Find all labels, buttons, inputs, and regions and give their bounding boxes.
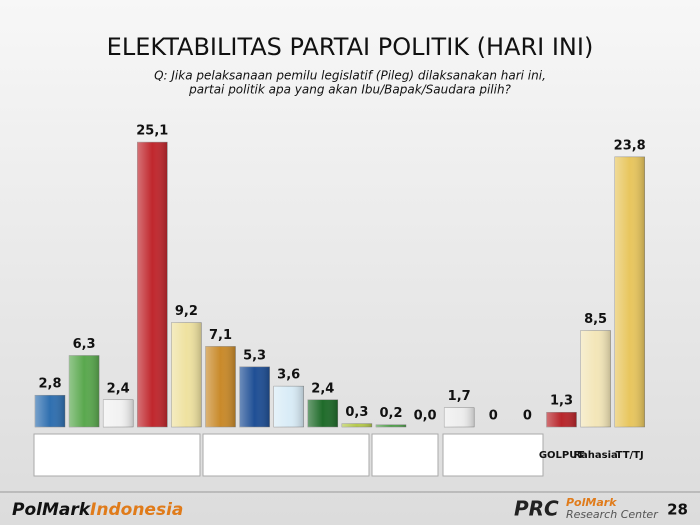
value-label: 7,1	[209, 328, 232, 343]
value-label: 2,4	[311, 381, 334, 396]
value-label: 1,3	[550, 394, 573, 409]
logo-strip	[33, 433, 544, 477]
bar-shade	[341, 423, 372, 427]
brand: PolMarkIndonesia	[12, 500, 183, 520]
value-label: 6,3	[73, 337, 96, 352]
value-label: 23,8	[614, 138, 646, 153]
bar-shade	[69, 355, 100, 427]
value-label: 9,2	[175, 304, 198, 319]
value-label: 25,1	[136, 124, 168, 139]
value-label: 0	[523, 409, 532, 424]
x-tick-label: GOLPUT	[539, 450, 585, 461]
prc-line1: PolMark	[566, 496, 617, 509]
bar-shade	[35, 395, 65, 427]
value-label: 2,4	[107, 381, 130, 396]
x-tick-label: TT/TJ	[616, 450, 644, 461]
value-label: 0	[489, 409, 498, 424]
value-label: 2,8	[38, 377, 61, 392]
value-label: 0,2	[379, 406, 402, 421]
chart-title: ELEKTABILITAS PARTAI POLITIK (HARI INI)	[107, 33, 594, 61]
brand-left: PolMark	[12, 500, 92, 520]
prc-line2: Research Center	[566, 508, 659, 521]
bar-shade	[205, 346, 236, 427]
value-label: 0,0	[414, 409, 437, 424]
bar-shade	[444, 407, 475, 427]
brand-right: Indonesia	[90, 500, 183, 520]
subtitle: Q: Jika pelaksanaan pemilu legislatif (P…	[154, 69, 546, 83]
bar-shade	[546, 412, 577, 427]
bar-shade	[307, 399, 338, 427]
bar-shade	[376, 424, 406, 427]
value-label: 5,3	[243, 348, 266, 363]
bar-shade	[171, 322, 202, 427]
bar-shade	[273, 386, 304, 427]
page-number: 28	[667, 501, 688, 519]
bar-shade	[103, 399, 134, 427]
value-label: 8,5	[584, 312, 607, 327]
bar-shade	[614, 156, 645, 427]
subtitle: partai politik apa yang akan Ibu/Bapak/S…	[188, 83, 511, 97]
value-label: 0,3	[345, 405, 368, 420]
value-label: 3,6	[277, 368, 300, 383]
bar-shade	[137, 142, 168, 428]
bar-shade	[239, 366, 270, 427]
prc-logo: PRC	[514, 497, 559, 521]
bar-shade	[580, 330, 611, 427]
value-label: 1,7	[448, 389, 471, 404]
x-tick-label: Rahasia	[573, 450, 617, 461]
